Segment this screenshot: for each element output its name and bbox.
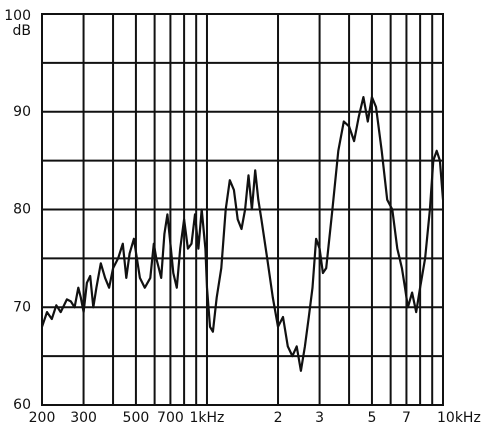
x-tick-label: 3 [315,410,324,426]
y-tick-label: 60 [13,397,31,413]
y-tick-label: 70 [13,299,31,315]
x-tick-label: 7 [402,410,411,426]
plot-frame [41,13,444,406]
x-tick-label: 5 [367,410,376,426]
y-tick-label: 90 [13,104,31,120]
x-tick-label: 300 [70,410,97,426]
x-tick-label: 500 [123,410,150,426]
x-tick-label: 700 [157,410,184,426]
response-curve [40,96,445,372]
x-tick-label: 200 [29,410,56,426]
x-tick-label: 2 [274,410,283,426]
x-tick-label: 1kHz [190,410,225,426]
y-tick-label: 80 [13,202,31,218]
y-tick-label: 100 [4,8,31,24]
y-axis-label: dB [13,23,32,39]
x-tick-label: 10kHz [437,410,481,426]
